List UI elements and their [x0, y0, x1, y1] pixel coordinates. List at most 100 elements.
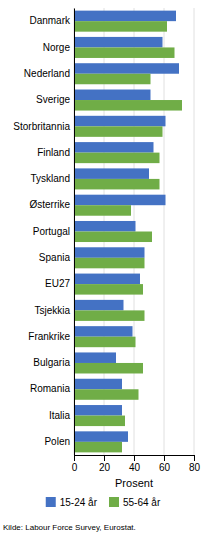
bar	[74, 405, 122, 416]
tick: EU27	[45, 278, 70, 289]
tick: Østerrike	[29, 199, 70, 210]
axis-line	[75, 456, 195, 462]
bar	[74, 247, 145, 258]
tick: 60	[159, 455, 171, 473]
tick: Finland	[37, 147, 70, 158]
tick-label: Polen	[44, 436, 70, 447]
tick-label: Frankrike	[28, 331, 70, 342]
tick: Storbritannia	[13, 121, 70, 132]
bar	[74, 310, 145, 321]
bar	[74, 352, 116, 363]
legend-item: 55-64 år	[109, 497, 161, 508]
bar	[74, 416, 125, 427]
x-axis: 0 20 40 60 80	[72, 455, 201, 473]
axis-title: Prosent	[115, 477, 153, 489]
legend-swatch	[46, 497, 56, 507]
tick: Italia	[49, 410, 71, 421]
bar	[74, 431, 128, 442]
tick-label: Romania	[30, 383, 70, 394]
bar	[74, 100, 182, 111]
tick-label: 0	[72, 462, 78, 473]
legend-swatch	[109, 497, 119, 507]
tick: Sverige	[36, 94, 70, 105]
tick-label: Italia	[49, 410, 71, 421]
bar	[74, 337, 136, 348]
bar	[74, 363, 143, 374]
tick-label: Spania	[39, 252, 71, 263]
tick-label: 80	[189, 462, 201, 473]
tick: Nederland	[24, 68, 70, 79]
tick: Romania	[30, 383, 70, 394]
bars	[74, 11, 182, 453]
bar	[74, 205, 131, 216]
tick-label: Danmark	[29, 15, 71, 26]
chart: 0 20 40 60 80 Danmark Norge Nederland Sverige Sto…	[0, 0, 206, 535]
bar	[74, 258, 145, 269]
tick: Polen	[44, 436, 70, 447]
tick: Norge	[43, 42, 71, 53]
tick-label: EU27	[45, 278, 70, 289]
grid-line	[74, 8, 75, 455]
tick-mark	[194, 455, 195, 461]
tick: Tyskland	[31, 173, 70, 184]
axis-line	[74, 9, 75, 456]
tick: 20	[99, 455, 111, 473]
tick-label: Norge	[43, 42, 71, 53]
tick: Spania	[39, 252, 71, 263]
tick-label: Portugal	[33, 226, 70, 237]
bar	[74, 63, 179, 74]
bar	[74, 153, 160, 164]
tick-label: Tyskland	[31, 173, 70, 184]
tick-mark	[74, 455, 75, 461]
grid-line	[194, 8, 195, 455]
plot: 0 20 40 60 80 Danmark Norge Nederland Sverige Sto…	[13, 8, 200, 473]
grid-line	[164, 8, 165, 455]
tick: Portugal	[33, 226, 70, 237]
tick: Danmark	[29, 15, 71, 26]
bar	[74, 179, 160, 190]
bar	[74, 284, 143, 295]
tick-label: Østerrike	[29, 199, 70, 210]
bar	[74, 379, 122, 390]
bar	[74, 21, 167, 32]
tick-label: 60	[159, 462, 171, 473]
bar	[74, 168, 149, 179]
tick-label: 20	[99, 462, 111, 473]
tick-label: Nederland	[24, 68, 70, 79]
bar	[74, 195, 166, 206]
tick-label: Finland	[37, 147, 70, 158]
footnote: Kilde: Labour Force Survey, Eurostat.	[3, 523, 136, 532]
grid	[74, 8, 194, 455]
bar	[74, 90, 151, 101]
tick-mark	[164, 455, 165, 461]
tick-label: Bulgaria	[33, 357, 70, 368]
tick-mark	[104, 455, 105, 461]
legend-label: 15-24 år	[60, 497, 98, 508]
bar	[74, 274, 140, 285]
bar	[74, 116, 166, 127]
legend: 15-24 år 55-64 år	[46, 497, 161, 508]
bar	[74, 232, 152, 243]
tick: Bulgaria	[33, 357, 70, 368]
tick: 40	[129, 455, 141, 473]
bar	[74, 11, 176, 22]
tick-label: Sverige	[36, 94, 70, 105]
bar	[74, 126, 163, 137]
tick: 0	[72, 455, 78, 473]
bar	[74, 47, 175, 58]
tick-mark	[134, 455, 135, 461]
bar	[74, 300, 124, 311]
bar	[74, 326, 133, 337]
legend-item: 15-24 år	[46, 497, 98, 508]
bar	[74, 389, 139, 400]
y-axis: Danmark Norge Nederland Sverige Storbritanni…	[13, 9, 74, 456]
bar	[74, 142, 154, 153]
tick: 80	[189, 455, 201, 473]
bar	[74, 221, 136, 232]
bar	[74, 74, 151, 85]
legend-label: 55-64 år	[123, 497, 161, 508]
tick: Tsjekkia	[34, 305, 70, 316]
tick: Frankrike	[28, 331, 70, 342]
tick-label: Tsjekkia	[34, 305, 70, 316]
bar	[74, 37, 163, 48]
